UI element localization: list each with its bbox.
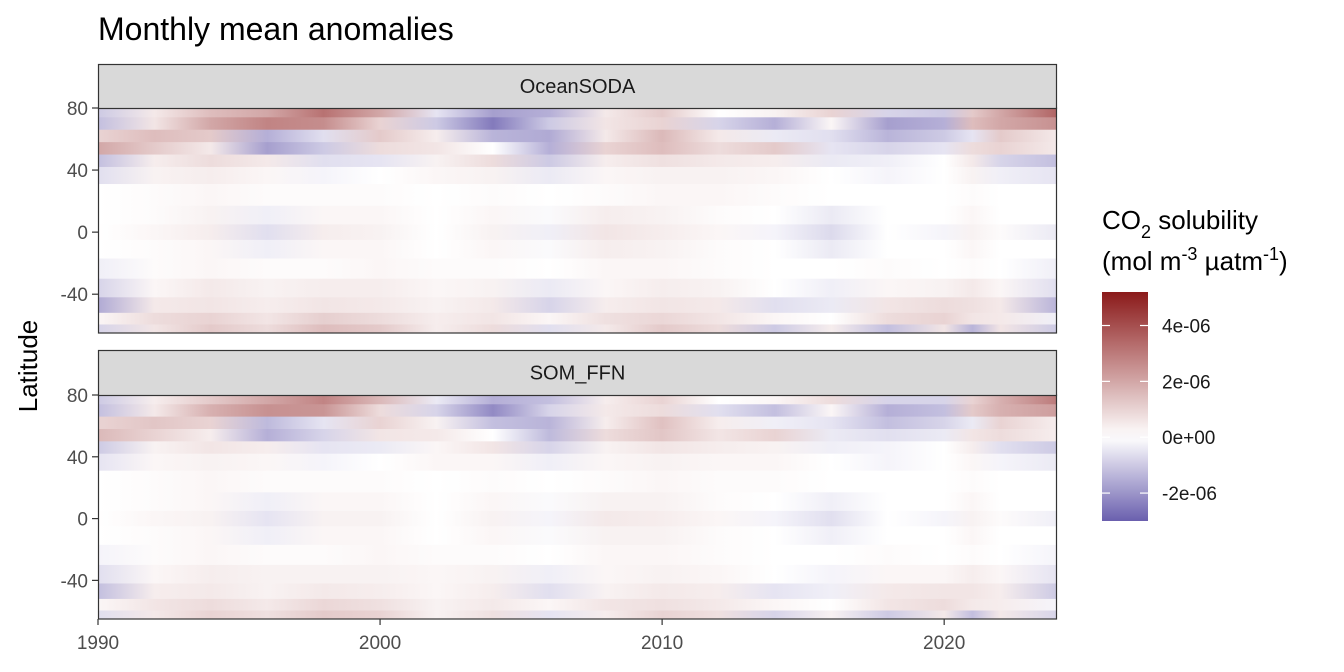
heatmap-band (98, 324, 1057, 333)
heatmap-band (98, 510, 1057, 527)
heatmap-band (98, 441, 1057, 455)
heatmap-band (98, 278, 1057, 298)
heatmap-band (98, 564, 1057, 585)
y-axis-title: Latitude (13, 320, 43, 413)
heatmap-band (98, 117, 1057, 131)
x-tick-label: 2010 (641, 633, 683, 654)
y-tick-label: 40 (67, 448, 88, 469)
legend-title: CO2 solubility (1102, 205, 1258, 242)
panel-0: OceanSODA 80 40 0 -40 (61, 63, 1058, 334)
y-tick-label: -40 (61, 571, 88, 592)
colorbar (1102, 292, 1148, 521)
heatmap-band (98, 312, 1057, 326)
heatmap-band (98, 239, 1057, 260)
y-tick-label: 40 (67, 161, 88, 182)
heatmap-band (98, 526, 1057, 546)
colorbar-label: 2e-06 (1162, 372, 1211, 393)
colorbar-label: 0e+00 (1162, 428, 1215, 449)
heatmap-band (98, 544, 1057, 566)
y-tick-label: 0 (77, 510, 88, 531)
heatmap-band (98, 395, 1057, 405)
y-tick-label: 80 (67, 386, 88, 407)
heatmap-cells (98, 395, 1057, 619)
heatmap-band (98, 470, 1057, 493)
x-tick-label: 1990 (77, 633, 119, 654)
heatmap-band (98, 258, 1057, 280)
heatmap-band (98, 224, 1057, 241)
legend-subtitle: (mol m-3 µatm-1) (1102, 244, 1288, 276)
heatmap-band (98, 297, 1057, 314)
facet-label: OceanSODA (520, 76, 636, 98)
facet-strip (97, 349, 1058, 397)
colorbar-label: 4e-06 (1162, 317, 1211, 338)
heatmap-band (98, 492, 1057, 512)
heatmap-band (98, 166, 1057, 185)
panels: OceanSODA 80 40 0 -40 SOM_FFN 80 40 0 -40 (61, 63, 1058, 620)
panel-1: SOM_FFN 80 40 0 -40 (61, 349, 1058, 620)
y-tick-label: 80 (67, 99, 88, 120)
heatmap-band (98, 142, 1057, 156)
y-tick-label: 0 (77, 223, 88, 244)
heatmap-band (98, 154, 1057, 168)
heatmap-band (98, 453, 1057, 472)
facet-label: SOM_FFN (530, 363, 626, 385)
heatmap-band (98, 416, 1057, 430)
heatmap-cells (98, 108, 1057, 333)
heatmap-band (98, 205, 1057, 225)
color-legend: CO2 solubility(mol m-3 µatm-1) 4e-06 2e-06… (1102, 205, 1288, 521)
x-tick-label: 2020 (923, 633, 965, 654)
colorbar-label: -2e-06 (1162, 484, 1217, 505)
heatmap-band (98, 108, 1057, 118)
heatmap-band (98, 129, 1057, 143)
heatmap-band (98, 184, 1057, 207)
x-axis: 1990 2000 2010 2020 (77, 619, 965, 654)
heatmap-band (98, 610, 1057, 619)
heatmap-band (98, 404, 1057, 418)
heatmap-band (98, 583, 1057, 600)
facet-strip (97, 63, 1058, 110)
chart-title: Monthly mean anomalies (98, 11, 454, 47)
heatmap-band (98, 428, 1057, 442)
x-tick-label: 2000 (359, 633, 401, 654)
y-tick-label: -40 (61, 285, 88, 306)
heatmap-band (98, 598, 1057, 612)
